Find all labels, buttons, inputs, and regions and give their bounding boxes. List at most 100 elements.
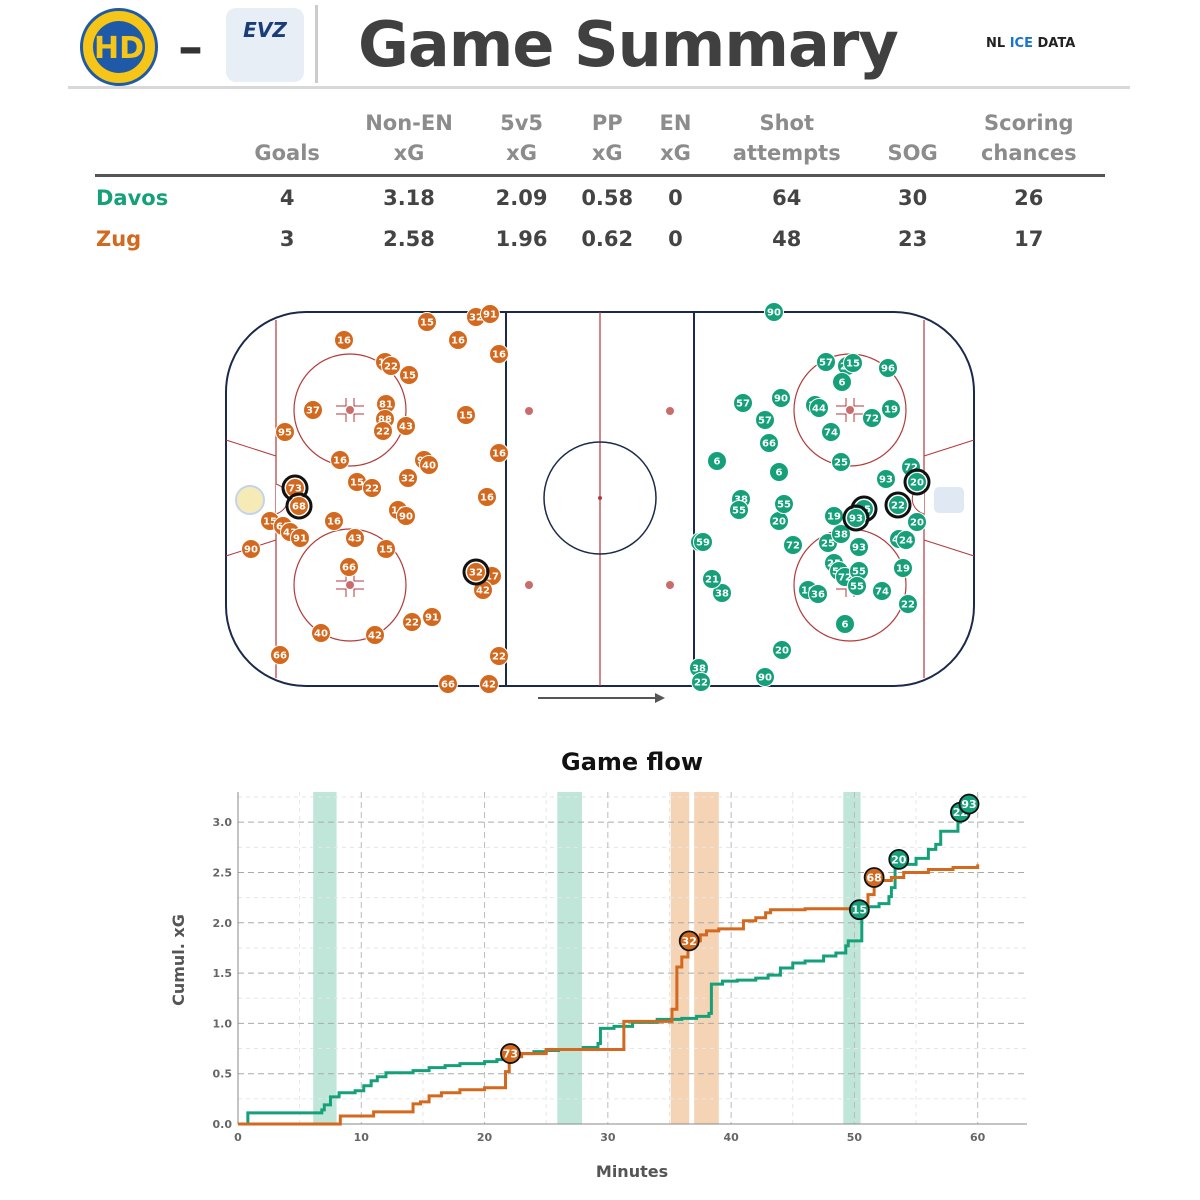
shot-dot xyxy=(448,330,468,350)
shot-dot xyxy=(480,304,500,324)
shot-dot xyxy=(373,421,393,441)
stat-value: 1.96 xyxy=(495,226,548,251)
shot-label: 55 xyxy=(852,567,866,578)
shot-dot xyxy=(764,302,784,322)
shot-dot xyxy=(821,422,841,442)
davos-shot: 55 xyxy=(847,576,867,596)
shot-label: 96 xyxy=(881,364,895,375)
y-tick-label: 1.0 xyxy=(213,1017,233,1030)
trapezoid-line xyxy=(225,439,277,457)
stat-value: 0.62 xyxy=(581,226,634,251)
shot-dot xyxy=(365,625,385,645)
zug-shot: 16 xyxy=(477,487,497,507)
shot-label: 16 xyxy=(451,336,465,347)
davos-shot: 19 xyxy=(881,399,901,419)
shot-dot xyxy=(888,495,908,515)
stat-value: 3.18 xyxy=(383,185,435,210)
davos-shot: 90 xyxy=(755,667,775,687)
shot-label: 42 xyxy=(368,631,382,642)
faceoff-hash xyxy=(336,573,364,597)
trapezoid-line xyxy=(923,439,975,457)
davos-shot: 20 xyxy=(772,640,792,660)
shot-dot xyxy=(849,537,869,557)
davos-shot: 22 xyxy=(898,594,918,614)
y-tick-label: 2.5 xyxy=(213,866,233,879)
goal-marker-label: 20 xyxy=(891,853,907,866)
zug-shot: 95 xyxy=(275,422,295,442)
zug-shot: 43 xyxy=(345,528,365,548)
shot-dot xyxy=(419,455,439,475)
goal-marker-davos: 20 xyxy=(888,849,910,870)
shot-dot xyxy=(330,450,350,470)
zug-shot: 40 xyxy=(419,455,439,475)
shot-dot xyxy=(835,614,855,634)
shot-label: 81 xyxy=(379,400,393,411)
davos-shot: 6 xyxy=(769,462,789,482)
shot-label: 72 xyxy=(904,463,918,474)
stats-header-7: Scoring chances xyxy=(952,108,1105,177)
shot-label: 19 xyxy=(884,405,898,416)
stats-header-row: Goals Non-EN xG 5v5 xG PP xG EN xG Shot attempts SO… xyxy=(95,108,1105,177)
davos-shot: 38 xyxy=(831,524,851,544)
shot-label: 66 xyxy=(441,680,455,691)
shot-label: 16 xyxy=(337,336,351,347)
zug-shot: 15 xyxy=(456,405,476,425)
shot-label: 42 xyxy=(476,586,490,597)
x-tick-label: 30 xyxy=(600,1131,616,1144)
stat-value: 64 xyxy=(772,185,802,210)
shot-label: 72 xyxy=(865,414,879,425)
shot-label: 16 xyxy=(492,350,506,361)
shot-dot xyxy=(831,524,851,544)
shot-dot xyxy=(729,500,749,520)
shot-label: 16 xyxy=(333,456,347,467)
shot-dot xyxy=(876,469,896,489)
zug-shot: 16 xyxy=(448,330,468,350)
shot-dot xyxy=(783,535,803,555)
zug-shot: 22 xyxy=(381,356,401,376)
team-name: Davos xyxy=(96,185,169,210)
davos-shot: 74 xyxy=(821,422,841,442)
zug-shot: 66 xyxy=(270,645,290,665)
shot-label: 15 xyxy=(379,545,393,556)
goal-marker-dot xyxy=(678,930,700,952)
zug-shot: 40 xyxy=(311,623,331,643)
shot-label: 16 xyxy=(492,449,506,460)
davos-shot: 22 xyxy=(691,672,711,692)
davos-shot: 6 xyxy=(832,372,852,392)
davos-shot: 90 xyxy=(764,302,784,322)
zug-shot: 32 xyxy=(398,468,418,488)
shot-label: 95 xyxy=(278,428,292,439)
shot-dot xyxy=(489,443,509,463)
shot-dot xyxy=(712,583,732,603)
shot-dot xyxy=(847,576,867,596)
zug-shot: 90 xyxy=(241,539,261,559)
shot-label: 16 xyxy=(480,493,494,504)
shot-label: 15 xyxy=(402,371,416,382)
goal-marker-dot xyxy=(958,793,980,815)
zug-shot: 16 xyxy=(330,450,350,470)
stats-row-zug: Zug 3 2.58 1.96 0.62 0 48 23 17 xyxy=(95,218,1105,259)
shot-label: 22 xyxy=(376,427,390,438)
x-tick-label: 0 xyxy=(234,1131,242,1144)
shot-label: 74 xyxy=(875,587,889,598)
davos-shot: 24 xyxy=(896,530,916,550)
shot-label: 20 xyxy=(775,646,789,657)
shot-label: 91 xyxy=(425,613,439,624)
shot-label: 15 xyxy=(846,359,860,370)
shot-dot xyxy=(362,478,382,498)
shot-dot xyxy=(832,372,852,392)
shot-label: 6 xyxy=(714,457,721,468)
zug-shot: 15 xyxy=(376,539,396,559)
stat-value: 2.09 xyxy=(495,185,548,210)
shot-dot xyxy=(691,672,711,692)
davos-shot: 96 xyxy=(878,358,898,378)
shot-dot xyxy=(772,640,792,660)
shot-label: 32 xyxy=(469,568,483,579)
faceoff-circle xyxy=(293,353,407,467)
davos-shot: 44 xyxy=(809,398,829,418)
direction-arrow-head xyxy=(655,693,665,703)
shot-label: 32 xyxy=(469,313,483,324)
goal-marker-label: 15 xyxy=(852,904,867,917)
team-separator: – xyxy=(178,18,203,76)
goal-marker-zug: 73 xyxy=(500,1043,521,1064)
